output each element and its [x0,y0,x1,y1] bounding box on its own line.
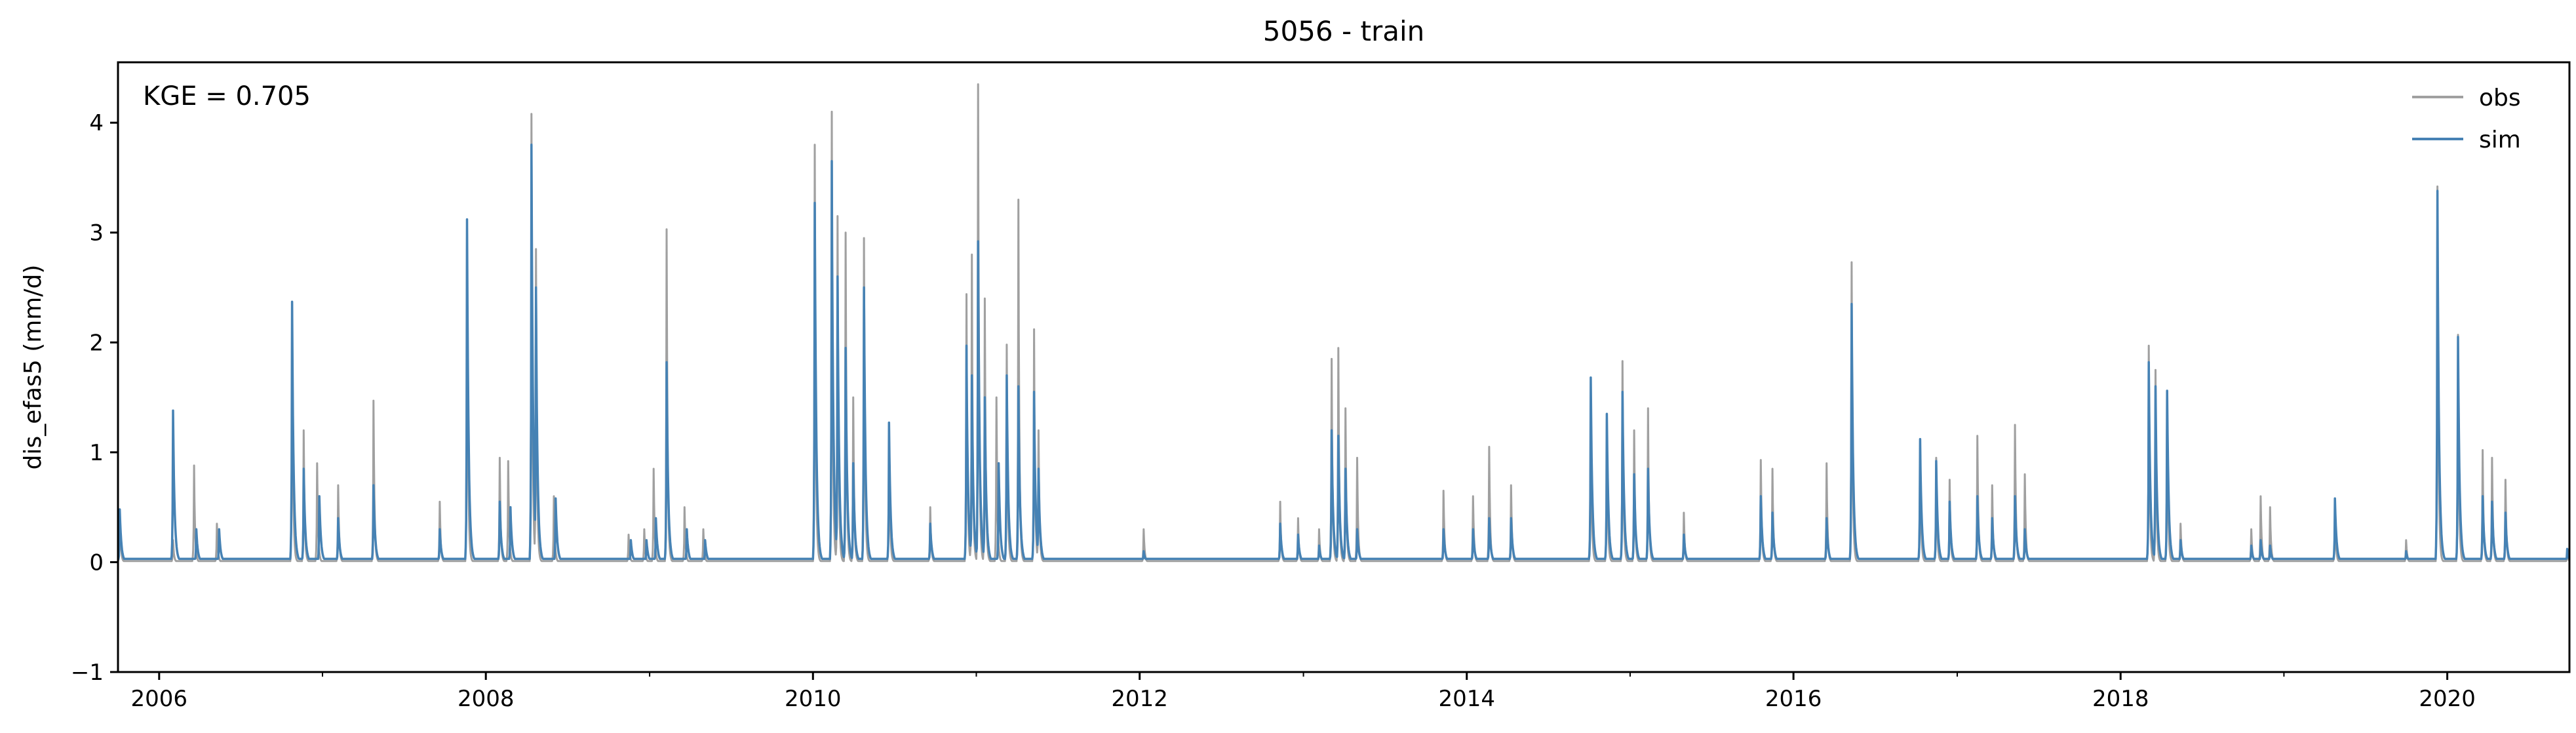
series-line-obs [118,83,2569,563]
plot-frame [117,61,2571,673]
kge-annotation: KGE = 0.705 [143,81,311,111]
series-layer [118,83,2569,563]
x-tick-label: 2012 [1111,686,1168,712]
y-axis: −1 0 1 2 3 4 [71,110,118,686]
legend-label-obs: obs [2479,85,2521,111]
x-tick-label: 2014 [1438,686,1495,712]
legend-label-sim: sim [2479,127,2521,153]
y-tick-label: 3 [89,220,104,247]
x-tick-label: 2008 [458,686,515,712]
x-tick-label: 2020 [2419,686,2476,712]
y-tick-label: −1 [71,660,104,686]
y-tick-label: 2 [89,330,104,356]
series-line-sim [118,143,2569,561]
x-axis: 2006 2008 2010 2012 2014 2016 2018 2020 [131,672,2476,712]
x-tick-label: 2010 [785,686,842,712]
x-tick-label: 2016 [1765,686,1822,712]
chart-title: 5056 - train [1263,15,1425,47]
x-tick-label: 2006 [131,686,188,712]
y-axis-label: dis_efas5 (mm/d) [20,265,47,470]
y-tick-label: 1 [89,440,104,466]
y-tick-label: 0 [89,549,104,576]
x-tick-label: 2018 [2092,686,2149,712]
legend: obs sim [2412,85,2521,153]
y-tick-label: 4 [89,110,104,136]
